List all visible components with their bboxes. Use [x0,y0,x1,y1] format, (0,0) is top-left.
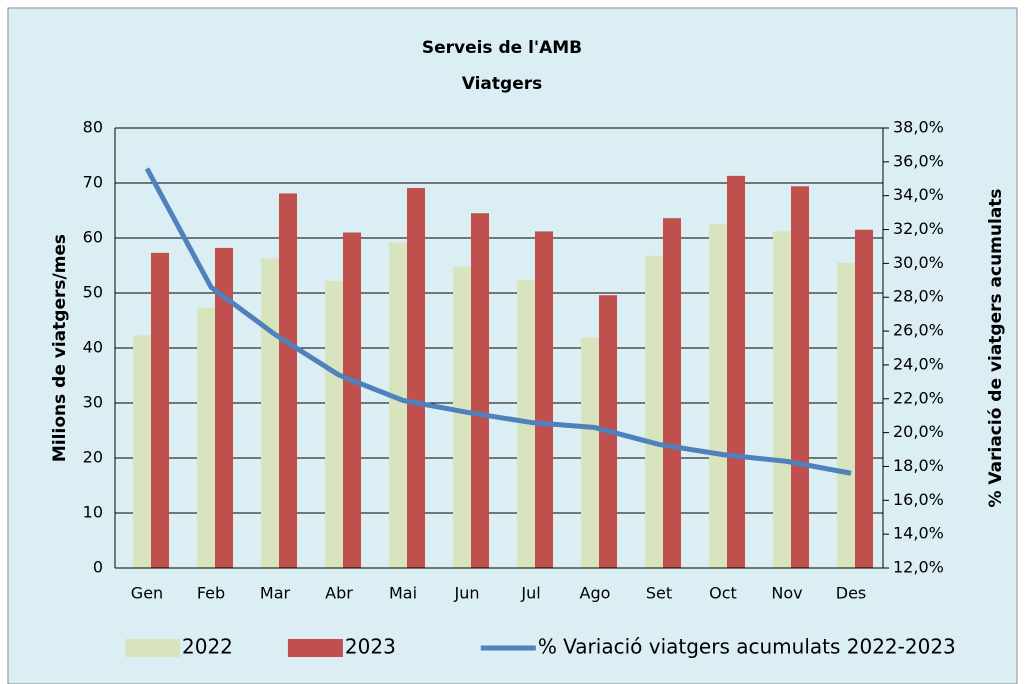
legend-label: 2023 [345,635,396,659]
y-tick-label: 70 [83,173,103,192]
y2-tick-label: 18,0% [893,456,944,475]
bar [389,242,407,568]
y2-tick-label: 32,0% [893,219,944,238]
bar [453,266,471,568]
bar [581,337,599,568]
bar [279,193,297,568]
legend-label: 2022 [182,635,233,659]
legend-label: % Variació viatgers acumulats 2022-2023 [538,635,956,659]
y2-tick-label: 36,0% [893,151,944,170]
bar [151,252,169,568]
y-tick-label: 0 [93,558,103,577]
bar [645,255,663,568]
y-axis-label: Milions de viatgers/mes [50,234,70,462]
bar [343,232,361,568]
bar [663,218,681,568]
x-tick-label: Mar [260,584,291,603]
legend-swatch [287,639,343,657]
legend-swatch [125,639,180,657]
bar [471,213,489,568]
x-tick-label: Abr [325,584,353,603]
y2-tick-label: 20,0% [893,422,944,441]
bar [727,175,745,568]
y-tick-label: 50 [83,283,103,302]
x-tick-label: Nov [771,584,802,603]
y-tick-label: 10 [83,503,103,522]
x-tick-label: Oct [709,584,737,603]
line-series [144,167,852,476]
x-tick-label: Ago [580,584,611,603]
bar [325,280,343,568]
y2-tick-label: 16,0% [893,490,944,509]
y2-tick-label: 14,0% [893,524,944,543]
bar [535,231,553,568]
y-tick-label: 40 [83,338,103,357]
chart-subtitle: Viatgers [462,74,542,94]
bar [261,258,279,568]
x-tick-label: Gen [131,584,163,603]
x-tick-label: Des [836,584,867,603]
y-tick-label: 20 [83,448,103,467]
bar [133,335,151,568]
bar [197,307,215,568]
y2-tick-label: 30,0% [893,253,944,272]
x-tick-label: Jul [520,584,540,603]
y2-tick-label: 38,0% [893,118,944,137]
y-tick-label: 30 [83,393,103,412]
x-tick-label: Jun [454,584,480,603]
x-tick-label: Mai [389,584,417,603]
y2-tick-label: 26,0% [893,321,944,340]
bar [791,186,809,569]
y-tick-label: 60 [83,228,103,247]
y2-tick-label: 24,0% [893,354,944,373]
y2-tick-label: 12,0% [893,558,944,577]
bar [709,224,727,568]
bar [837,262,855,568]
x-tick-label: Set [646,584,672,603]
y2-tick-label: 28,0% [893,287,944,306]
bar [773,231,791,568]
bar [215,247,233,568]
bar [407,187,425,568]
y2-axis-label: % Variació de viatgers acumulats [986,188,1006,507]
y2-tick-label: 34,0% [893,185,944,204]
y2-tick-label: 22,0% [893,388,944,407]
chart-title: Serveis de l'AMB [422,38,582,58]
bar [855,229,873,568]
y-tick-label: 80 [83,118,103,137]
x-tick-label: Feb [197,584,225,603]
